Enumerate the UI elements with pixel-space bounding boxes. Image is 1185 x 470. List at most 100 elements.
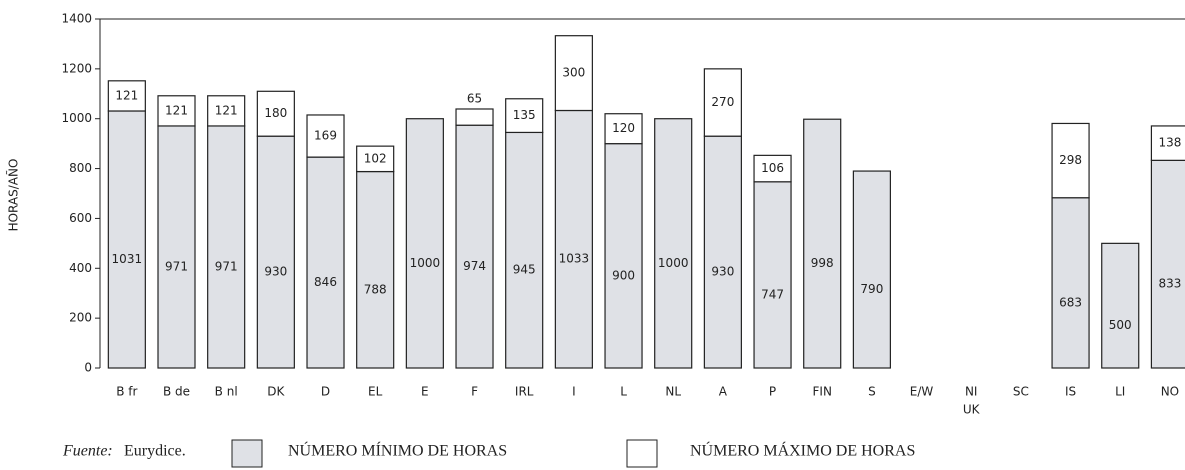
- bar-segment: [505, 98, 544, 134]
- data-label: 833: [1158, 277, 1181, 291]
- source-label: Fuente:: [62, 443, 113, 460]
- bar-segment: [852, 170, 891, 369]
- data-label: 1033: [559, 252, 590, 266]
- x-tick-label: NO: [1161, 385, 1179, 399]
- data-label: 106: [761, 161, 784, 175]
- data-label: 1031: [112, 252, 143, 266]
- bar-segment: [554, 35, 593, 112]
- data-label: 138: [1158, 136, 1181, 150]
- x-tick-label: B fr: [116, 385, 137, 399]
- bar-segment: [157, 125, 196, 369]
- bar-segment: [803, 118, 842, 369]
- bar-segment: [703, 68, 742, 137]
- data-label: 846: [314, 275, 337, 289]
- y-tick-label: 0: [84, 361, 92, 375]
- bar-segment: [753, 154, 792, 183]
- x-tick-label: DK: [267, 385, 285, 399]
- bar-segment: [107, 80, 146, 112]
- data-label: 102: [364, 151, 387, 165]
- data-label: 298: [1059, 153, 1082, 167]
- x-tick-label: P: [769, 385, 776, 399]
- x-tick-label: S: [868, 385, 876, 399]
- data-label: 121: [165, 103, 188, 117]
- bar-segment: [356, 170, 395, 369]
- bar-segment: [107, 110, 146, 369]
- x-group-label: UK: [963, 403, 981, 417]
- data-label: 1000: [658, 256, 689, 270]
- x-tick-label: NL: [665, 385, 681, 399]
- data-label: 1000: [410, 256, 441, 270]
- data-label: 135: [513, 108, 536, 122]
- data-label: 120: [612, 121, 635, 135]
- bar-segment: [604, 143, 643, 369]
- source: Eurydice.: [124, 443, 186, 460]
- bar-segment: [306, 156, 345, 369]
- bar-segment: [1150, 159, 1185, 369]
- x-tick-label: NI: [965, 385, 978, 399]
- x-tick-label: A: [719, 385, 728, 399]
- data-label: 945: [513, 263, 536, 277]
- bar-segment: [753, 181, 792, 369]
- bar-segment: [455, 124, 494, 369]
- data-label: 974: [463, 259, 486, 273]
- bar-segment: [1051, 197, 1090, 369]
- x-tick-label: LI: [1115, 385, 1125, 399]
- bar-segment: [207, 125, 246, 369]
- x-tick-label: B nl: [215, 385, 238, 399]
- bar-segment: [256, 135, 295, 369]
- bar-segment: [306, 114, 345, 158]
- y-axis-label: HORAS/AÑO: [6, 159, 21, 232]
- data-label: 998: [811, 256, 834, 270]
- legend-label: NÚMERO MÁXIMO DE HORAS: [690, 441, 915, 460]
- legend-swatch: [231, 439, 263, 468]
- bar-segment: [256, 90, 295, 137]
- bar-segment: [1051, 122, 1090, 199]
- y-tick-label: 1200: [61, 61, 92, 75]
- x-tick-label: L: [620, 385, 627, 399]
- data-label: 121: [115, 88, 138, 102]
- bar-segment: [654, 118, 693, 369]
- x-tick-label: SC: [1013, 385, 1029, 399]
- data-label: 65: [467, 91, 482, 105]
- legend-swatch: [626, 439, 658, 468]
- data-label: 683: [1059, 295, 1082, 309]
- bar-segment: [604, 113, 643, 145]
- legend-label: NÚMERO MÍNIMO DE HORAS: [288, 441, 507, 460]
- bar-segment: [405, 118, 444, 369]
- bar-segment: [356, 145, 395, 173]
- data-label: 900: [612, 268, 635, 282]
- data-label: 500: [1109, 318, 1132, 332]
- x-tick-label: IRL: [515, 385, 534, 399]
- data-label: 180: [264, 106, 287, 120]
- x-tick-label: IS: [1065, 385, 1076, 399]
- y-tick-label: 600: [69, 211, 92, 225]
- y-tick-label: 800: [69, 161, 92, 175]
- y-tick-label: 400: [69, 261, 92, 275]
- bar-segment: [1150, 125, 1185, 161]
- x-tick-label: E: [421, 385, 429, 399]
- bar-segment: [157, 95, 196, 127]
- data-label: 270: [711, 95, 734, 109]
- x-tick-label: FIN: [813, 385, 832, 399]
- bar-segment: [505, 131, 544, 369]
- x-tick-label: B de: [163, 385, 190, 399]
- data-label: 300: [562, 66, 585, 80]
- data-label: 121: [215, 103, 238, 117]
- bar-segment: [703, 135, 742, 369]
- x-tick-label: E/W: [910, 385, 934, 399]
- data-label: 788: [364, 282, 387, 296]
- y-tick-label: 1400: [61, 12, 92, 26]
- y-tick-label: 200: [69, 311, 92, 325]
- data-label: 790: [860, 282, 883, 296]
- bar-segment: [554, 109, 593, 369]
- x-tick-label: D: [321, 385, 330, 399]
- bar-segment: [1101, 242, 1140, 369]
- y-tick-label: 1000: [61, 111, 92, 125]
- data-label: 747: [761, 287, 784, 301]
- x-tick-label: I: [572, 385, 576, 399]
- data-label: 971: [215, 259, 238, 273]
- data-label: 930: [711, 265, 734, 279]
- bar-segment: [207, 95, 246, 127]
- data-label: 930: [264, 265, 287, 279]
